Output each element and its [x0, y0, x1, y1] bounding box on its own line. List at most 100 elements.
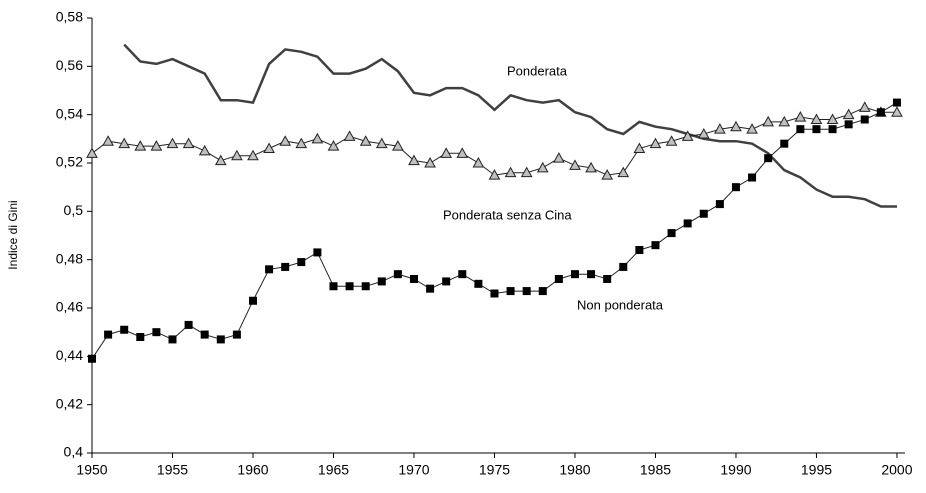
- square-marker: [88, 354, 96, 363]
- y-tick-label: 0,54: [56, 105, 83, 121]
- triangle-marker: [214, 154, 227, 166]
- square-marker: [715, 200, 724, 209]
- square-marker: [828, 125, 837, 134]
- triangle-marker: [746, 123, 758, 134]
- triangle-marker: [327, 140, 340, 151]
- square-marker: [490, 289, 499, 298]
- triangle-marker: [408, 154, 420, 166]
- series-label: Ponderata: [507, 63, 568, 78]
- square-marker: [329, 282, 338, 291]
- x-tick-label: 1990: [720, 462, 751, 478]
- square-marker: [764, 154, 773, 163]
- square-marker: [426, 284, 435, 293]
- square-marker: [120, 325, 129, 334]
- square-marker: [522, 287, 531, 296]
- triangle-marker: [569, 159, 581, 170]
- triangle-marker: [231, 149, 243, 161]
- square-marker: [796, 125, 805, 134]
- square-marker: [812, 125, 821, 134]
- square-marker: [458, 270, 467, 279]
- series-line: [123, 43, 897, 208]
- triangle-marker: [375, 137, 388, 149]
- square-marker: [570, 270, 579, 279]
- square-marker: [844, 120, 853, 129]
- x-tick-label: 1965: [318, 462, 349, 478]
- x-tick-label: 1960: [237, 462, 268, 478]
- x-tick-label: 1980: [559, 462, 590, 478]
- square-marker: [474, 279, 483, 288]
- triangle-marker: [102, 135, 114, 146]
- triangle-marker: [858, 101, 871, 112]
- triangle-marker: [665, 135, 678, 146]
- square-marker: [442, 277, 451, 286]
- x-tick-label: 1955: [157, 462, 188, 478]
- triangle-marker: [279, 135, 292, 146]
- series-line: [91, 102, 898, 360]
- square-marker: [168, 335, 177, 344]
- square-marker: [748, 173, 757, 182]
- triangle-marker: [601, 169, 614, 180]
- triangle-marker: [392, 140, 404, 151]
- triangle-marker: [810, 113, 823, 124]
- triangle-marker: [424, 156, 436, 168]
- y-tick-label: 0,56: [56, 57, 83, 73]
- triangle-marker: [842, 108, 855, 120]
- square-marker: [538, 287, 547, 296]
- square-marker: [860, 115, 869, 124]
- triangle-marker: [681, 130, 694, 141]
- y-tick-label: 0,44: [56, 347, 83, 363]
- y-tick-label: 0,46: [56, 299, 83, 315]
- triangle-marker: [198, 144, 211, 156]
- triangle-marker: [714, 123, 726, 134]
- square-marker: [683, 219, 692, 228]
- square-marker: [232, 330, 241, 339]
- square-marker: [780, 139, 789, 148]
- y-axis-label: Indice di Gini: [6, 200, 20, 269]
- triangle-marker: [359, 135, 372, 146]
- square-marker: [136, 333, 145, 341]
- triangle-marker: [585, 161, 597, 173]
- y-tick-label: 0,48: [56, 250, 83, 266]
- square-marker: [603, 275, 612, 283]
- triangle-marker: [617, 166, 630, 178]
- square-marker: [876, 108, 885, 117]
- square-marker: [200, 330, 209, 339]
- square-marker: [635, 246, 644, 254]
- square-marker: [152, 328, 161, 337]
- x-tick-label: 2000: [881, 462, 912, 478]
- triangle-marker: [295, 137, 308, 149]
- square-marker: [313, 248, 322, 257]
- triangle-marker: [649, 137, 662, 149]
- series-line: [91, 106, 897, 176]
- square-marker: [506, 287, 515, 296]
- square-marker: [377, 277, 386, 286]
- square-marker: [248, 296, 257, 305]
- y-tick-label: 0,58: [56, 9, 83, 25]
- x-tick-label: 1970: [398, 462, 429, 478]
- square-marker: [265, 265, 274, 274]
- x-tick-label: 1975: [479, 462, 510, 478]
- square-marker: [554, 275, 563, 283]
- x-tick-label: 1950: [76, 462, 107, 478]
- square-marker: [587, 270, 596, 279]
- square-marker: [651, 241, 660, 250]
- triangle-marker: [730, 120, 742, 132]
- triangle-marker: [504, 166, 517, 178]
- square-marker: [731, 183, 740, 192]
- triangle-marker: [311, 132, 324, 144]
- triangle-marker: [118, 137, 131, 149]
- triangle-marker: [520, 166, 533, 178]
- square-marker: [393, 270, 402, 279]
- triangle-marker: [891, 106, 903, 117]
- triangle-marker: [778, 115, 791, 127]
- triangle-marker: [86, 147, 98, 158]
- square-marker: [184, 320, 193, 329]
- square-marker: [892, 98, 901, 107]
- triangle-marker: [794, 111, 807, 122]
- triangle-marker: [762, 115, 775, 127]
- y-tick-label: 0,42: [56, 395, 83, 411]
- square-marker: [619, 262, 628, 271]
- triangle-marker: [150, 140, 163, 151]
- series-label: Non ponderata: [577, 297, 664, 312]
